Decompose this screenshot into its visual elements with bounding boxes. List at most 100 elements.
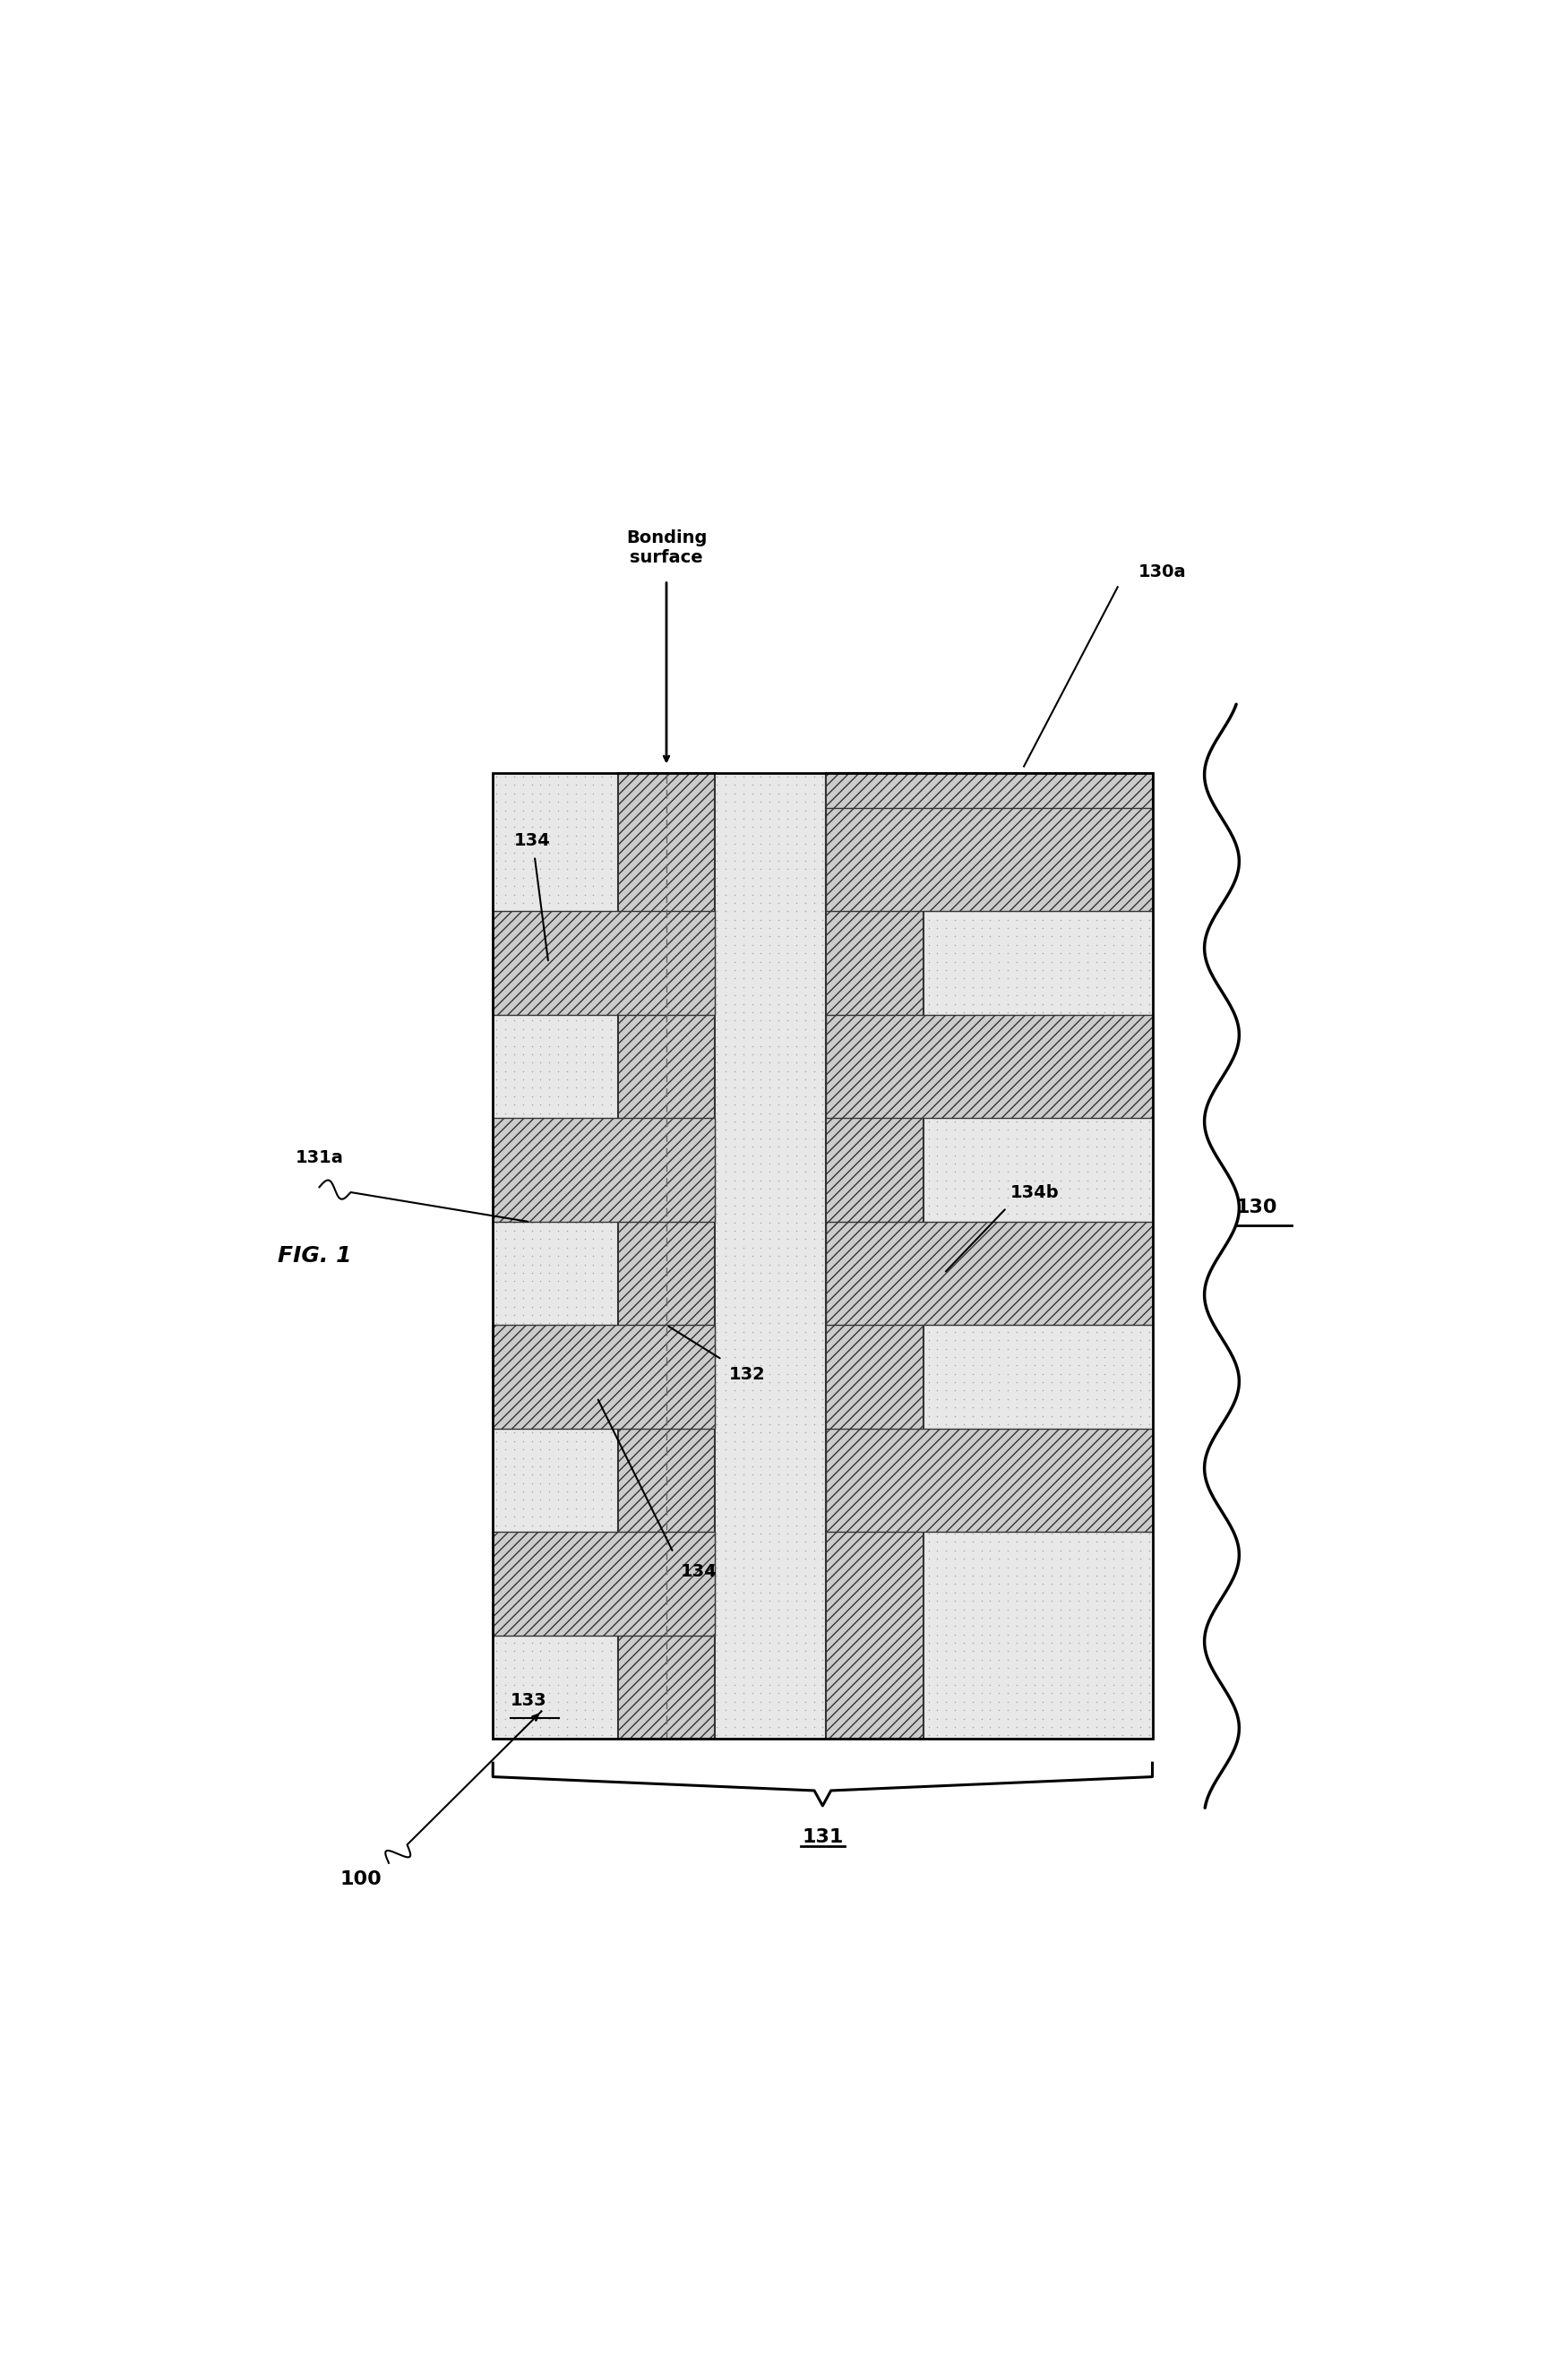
- Point: [757, 1019, 782, 1057]
- Point: [1012, 757, 1037, 795]
- Text: Bonding
surface: Bonding surface: [627, 531, 708, 566]
- Point: [1031, 1656, 1056, 1695]
- Point: [959, 1683, 984, 1721]
- Point: [925, 1430, 950, 1468]
- Point: [933, 1590, 958, 1628]
- Point: [642, 766, 667, 804]
- Point: [740, 757, 765, 795]
- Point: [484, 952, 508, 990]
- Point: [608, 1473, 633, 1511]
- Point: [669, 969, 694, 1007]
- Point: [502, 1145, 527, 1183]
- Point: [536, 1078, 561, 1116]
- Point: [793, 1119, 818, 1157]
- Point: [863, 1188, 888, 1226]
- Point: [889, 1178, 914, 1216]
- Point: [652, 976, 676, 1014]
- Point: [1118, 1666, 1143, 1704]
- Point: [1031, 1078, 1056, 1116]
- Point: [784, 1069, 809, 1107]
- Point: [854, 1371, 879, 1409]
- Point: [502, 1135, 527, 1173]
- Point: [942, 1278, 967, 1316]
- Point: [582, 1135, 606, 1173]
- Point: [634, 1388, 659, 1426]
- Point: [546, 1540, 571, 1578]
- Point: [687, 1566, 712, 1604]
- Point: [899, 1019, 924, 1057]
- Point: [1065, 1338, 1090, 1376]
- Point: [493, 1102, 518, 1140]
- Point: [563, 992, 588, 1031]
- Point: [1101, 1338, 1126, 1376]
- Point: [502, 900, 527, 938]
- Point: [695, 783, 720, 821]
- Point: [899, 1188, 924, 1226]
- Point: [819, 1204, 844, 1242]
- Point: [563, 1009, 588, 1047]
- Point: [740, 1195, 765, 1233]
- Point: [572, 959, 597, 997]
- Point: [889, 959, 914, 997]
- Point: [1031, 1354, 1056, 1392]
- Point: [907, 1464, 931, 1502]
- Point: [978, 1228, 1003, 1266]
- Point: [599, 992, 624, 1031]
- Point: [925, 850, 950, 888]
- Point: [1031, 1590, 1056, 1628]
- Point: [827, 1380, 852, 1418]
- Point: [889, 1397, 914, 1435]
- Point: [652, 1623, 676, 1661]
- Point: [714, 1364, 739, 1402]
- Point: [678, 783, 703, 821]
- Point: [1022, 757, 1047, 795]
- Point: [863, 1649, 888, 1687]
- Point: [959, 1228, 984, 1266]
- Point: [1057, 1354, 1082, 1392]
- Point: [1065, 1295, 1090, 1333]
- Point: [616, 1338, 641, 1376]
- Point: [774, 1530, 799, 1568]
- Point: [1065, 1204, 1090, 1242]
- Point: [1048, 1623, 1073, 1661]
- Point: [969, 1238, 994, 1276]
- Point: [810, 1573, 835, 1611]
- Point: [625, 783, 650, 821]
- Point: [748, 843, 773, 881]
- Point: [748, 1052, 773, 1090]
- Point: [536, 1616, 561, 1654]
- Point: [625, 1371, 650, 1409]
- Point: [563, 1261, 588, 1299]
- Point: [536, 909, 561, 947]
- Point: [774, 774, 799, 812]
- Point: [519, 1002, 544, 1040]
- Point: [784, 935, 809, 973]
- Point: [529, 1195, 554, 1233]
- Point: [1031, 1464, 1056, 1502]
- Point: [493, 1623, 518, 1661]
- Point: [872, 1699, 897, 1737]
- Point: [978, 850, 1003, 888]
- Point: [731, 1599, 756, 1637]
- Point: [969, 942, 994, 981]
- Point: [572, 1119, 597, 1157]
- Point: [529, 1397, 554, 1435]
- Point: [827, 833, 852, 871]
- Point: [1031, 1228, 1056, 1266]
- Point: [536, 942, 561, 981]
- Point: [722, 1238, 746, 1276]
- Point: [995, 1061, 1020, 1100]
- Point: [1127, 900, 1152, 938]
- Point: [661, 1261, 686, 1299]
- Point: [599, 952, 624, 990]
- Point: [1084, 1178, 1109, 1216]
- Point: [810, 1245, 835, 1283]
- Point: [1012, 1590, 1037, 1628]
- Point: [740, 1640, 765, 1678]
- Point: [652, 1188, 676, 1226]
- Point: [837, 1530, 861, 1568]
- Point: [1118, 1364, 1143, 1402]
- Point: [625, 892, 650, 931]
- Point: [1127, 942, 1152, 981]
- Point: [978, 1397, 1003, 1435]
